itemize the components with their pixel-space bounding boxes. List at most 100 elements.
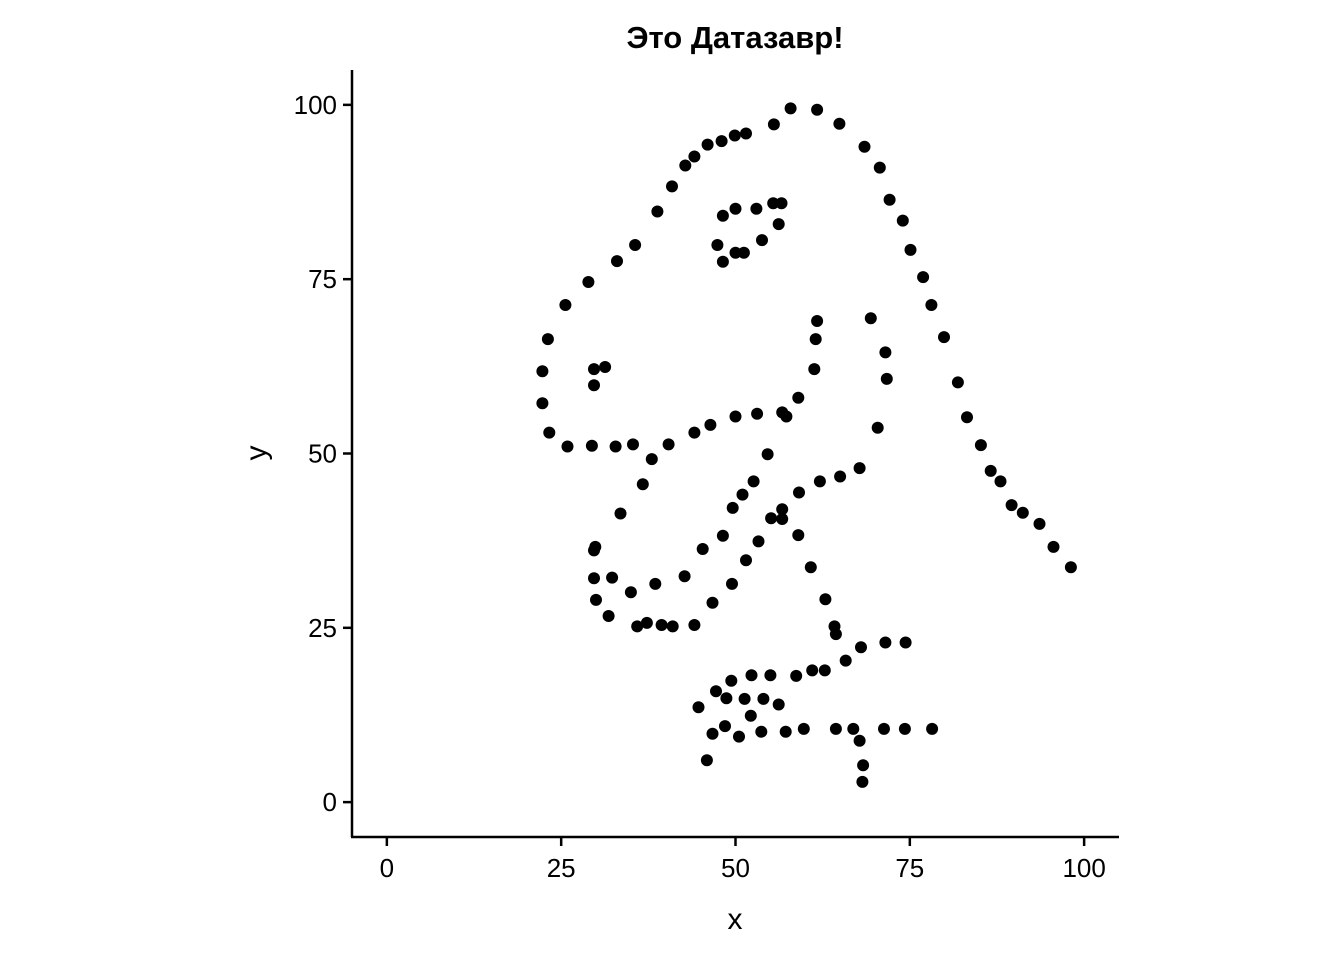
data-point bbox=[541, 333, 554, 346]
data-point bbox=[813, 475, 826, 488]
data-point bbox=[818, 664, 831, 677]
data-point bbox=[853, 462, 866, 475]
x-tick-label: 50 bbox=[721, 853, 750, 883]
data-point bbox=[765, 512, 778, 525]
data-point bbox=[700, 754, 713, 767]
data-point bbox=[624, 586, 637, 599]
data-point bbox=[720, 692, 733, 705]
data-point bbox=[701, 138, 714, 151]
x-axis-title: x bbox=[728, 903, 743, 936]
data-point bbox=[899, 636, 912, 649]
data-point bbox=[784, 102, 797, 115]
data-point bbox=[692, 701, 705, 714]
data-point bbox=[776, 503, 789, 516]
data-point bbox=[729, 202, 742, 215]
data-point bbox=[736, 488, 749, 501]
data-point bbox=[1033, 517, 1046, 530]
data-point bbox=[636, 478, 649, 491]
data-point bbox=[757, 692, 770, 705]
data-point bbox=[792, 529, 805, 542]
data-point bbox=[879, 636, 892, 649]
data-point bbox=[809, 333, 822, 346]
data-point bbox=[858, 140, 871, 153]
data-point bbox=[839, 654, 852, 667]
data-point bbox=[651, 205, 664, 218]
data-point bbox=[951, 376, 964, 389]
data-point bbox=[704, 418, 717, 431]
data-point bbox=[938, 331, 950, 344]
data-point bbox=[808, 363, 821, 376]
y-tick-label: 100 bbox=[294, 90, 337, 120]
y-tick-label: 50 bbox=[308, 439, 337, 469]
data-point bbox=[640, 616, 653, 629]
data-point bbox=[917, 271, 930, 284]
data-point bbox=[688, 150, 701, 163]
x-tick-label: 100 bbox=[1062, 853, 1105, 883]
data-point bbox=[609, 440, 622, 453]
data-point bbox=[767, 197, 780, 210]
data-point bbox=[974, 439, 987, 452]
data-point bbox=[792, 391, 805, 404]
data-point bbox=[1064, 561, 1077, 574]
data-point bbox=[729, 410, 742, 423]
x-tick-label: 25 bbox=[547, 853, 576, 883]
data-point bbox=[679, 159, 692, 172]
data-point bbox=[871, 421, 884, 434]
x-axis-ticks: 0 25 50 75 100 bbox=[380, 837, 1106, 883]
data-point bbox=[559, 299, 572, 311]
data-point bbox=[740, 127, 752, 140]
data-point bbox=[606, 571, 619, 584]
data-point bbox=[582, 276, 595, 288]
data-point bbox=[755, 725, 768, 738]
data-point bbox=[761, 448, 774, 461]
data-point bbox=[833, 117, 846, 130]
data-point bbox=[585, 439, 598, 452]
data-point bbox=[857, 759, 870, 772]
data-point bbox=[745, 669, 758, 682]
data-point bbox=[806, 664, 819, 677]
data-point bbox=[752, 535, 765, 548]
data-point bbox=[847, 722, 860, 735]
data-point bbox=[715, 135, 728, 148]
data-point bbox=[750, 202, 763, 215]
data-point bbox=[536, 365, 549, 378]
data-point bbox=[726, 501, 739, 514]
y-tick-label: 0 bbox=[323, 787, 337, 817]
data-point bbox=[627, 438, 639, 451]
data-point bbox=[629, 239, 642, 251]
data-point bbox=[751, 407, 764, 420]
data-point bbox=[706, 727, 719, 740]
data-point bbox=[706, 596, 719, 609]
data-point bbox=[880, 372, 893, 385]
data-point bbox=[819, 593, 832, 606]
chart-title: Это Датазавр! bbox=[626, 20, 843, 55]
data-point bbox=[790, 669, 803, 682]
data-point bbox=[678, 570, 691, 583]
data-point bbox=[1005, 499, 1018, 512]
data-point bbox=[811, 103, 824, 116]
data-point bbox=[716, 255, 729, 268]
data-point bbox=[879, 346, 892, 359]
data-point bbox=[611, 255, 623, 268]
data-point bbox=[631, 620, 644, 633]
y-tick-label: 25 bbox=[308, 613, 337, 643]
data-point bbox=[725, 674, 738, 687]
data-point bbox=[772, 698, 785, 711]
data-point bbox=[926, 722, 939, 735]
data-point bbox=[779, 725, 792, 738]
data-point bbox=[896, 214, 909, 227]
data-point bbox=[588, 363, 600, 376]
data-point bbox=[688, 619, 701, 631]
data-point bbox=[729, 246, 742, 259]
data-point bbox=[1047, 540, 1060, 553]
data-point bbox=[728, 129, 741, 142]
data-point bbox=[710, 685, 722, 698]
data-point bbox=[747, 475, 760, 488]
data-point bbox=[829, 722, 842, 735]
data-point bbox=[726, 577, 738, 590]
data-point bbox=[864, 312, 877, 325]
data-point bbox=[649, 577, 662, 590]
data-point bbox=[655, 619, 668, 631]
data-point bbox=[1016, 506, 1029, 519]
